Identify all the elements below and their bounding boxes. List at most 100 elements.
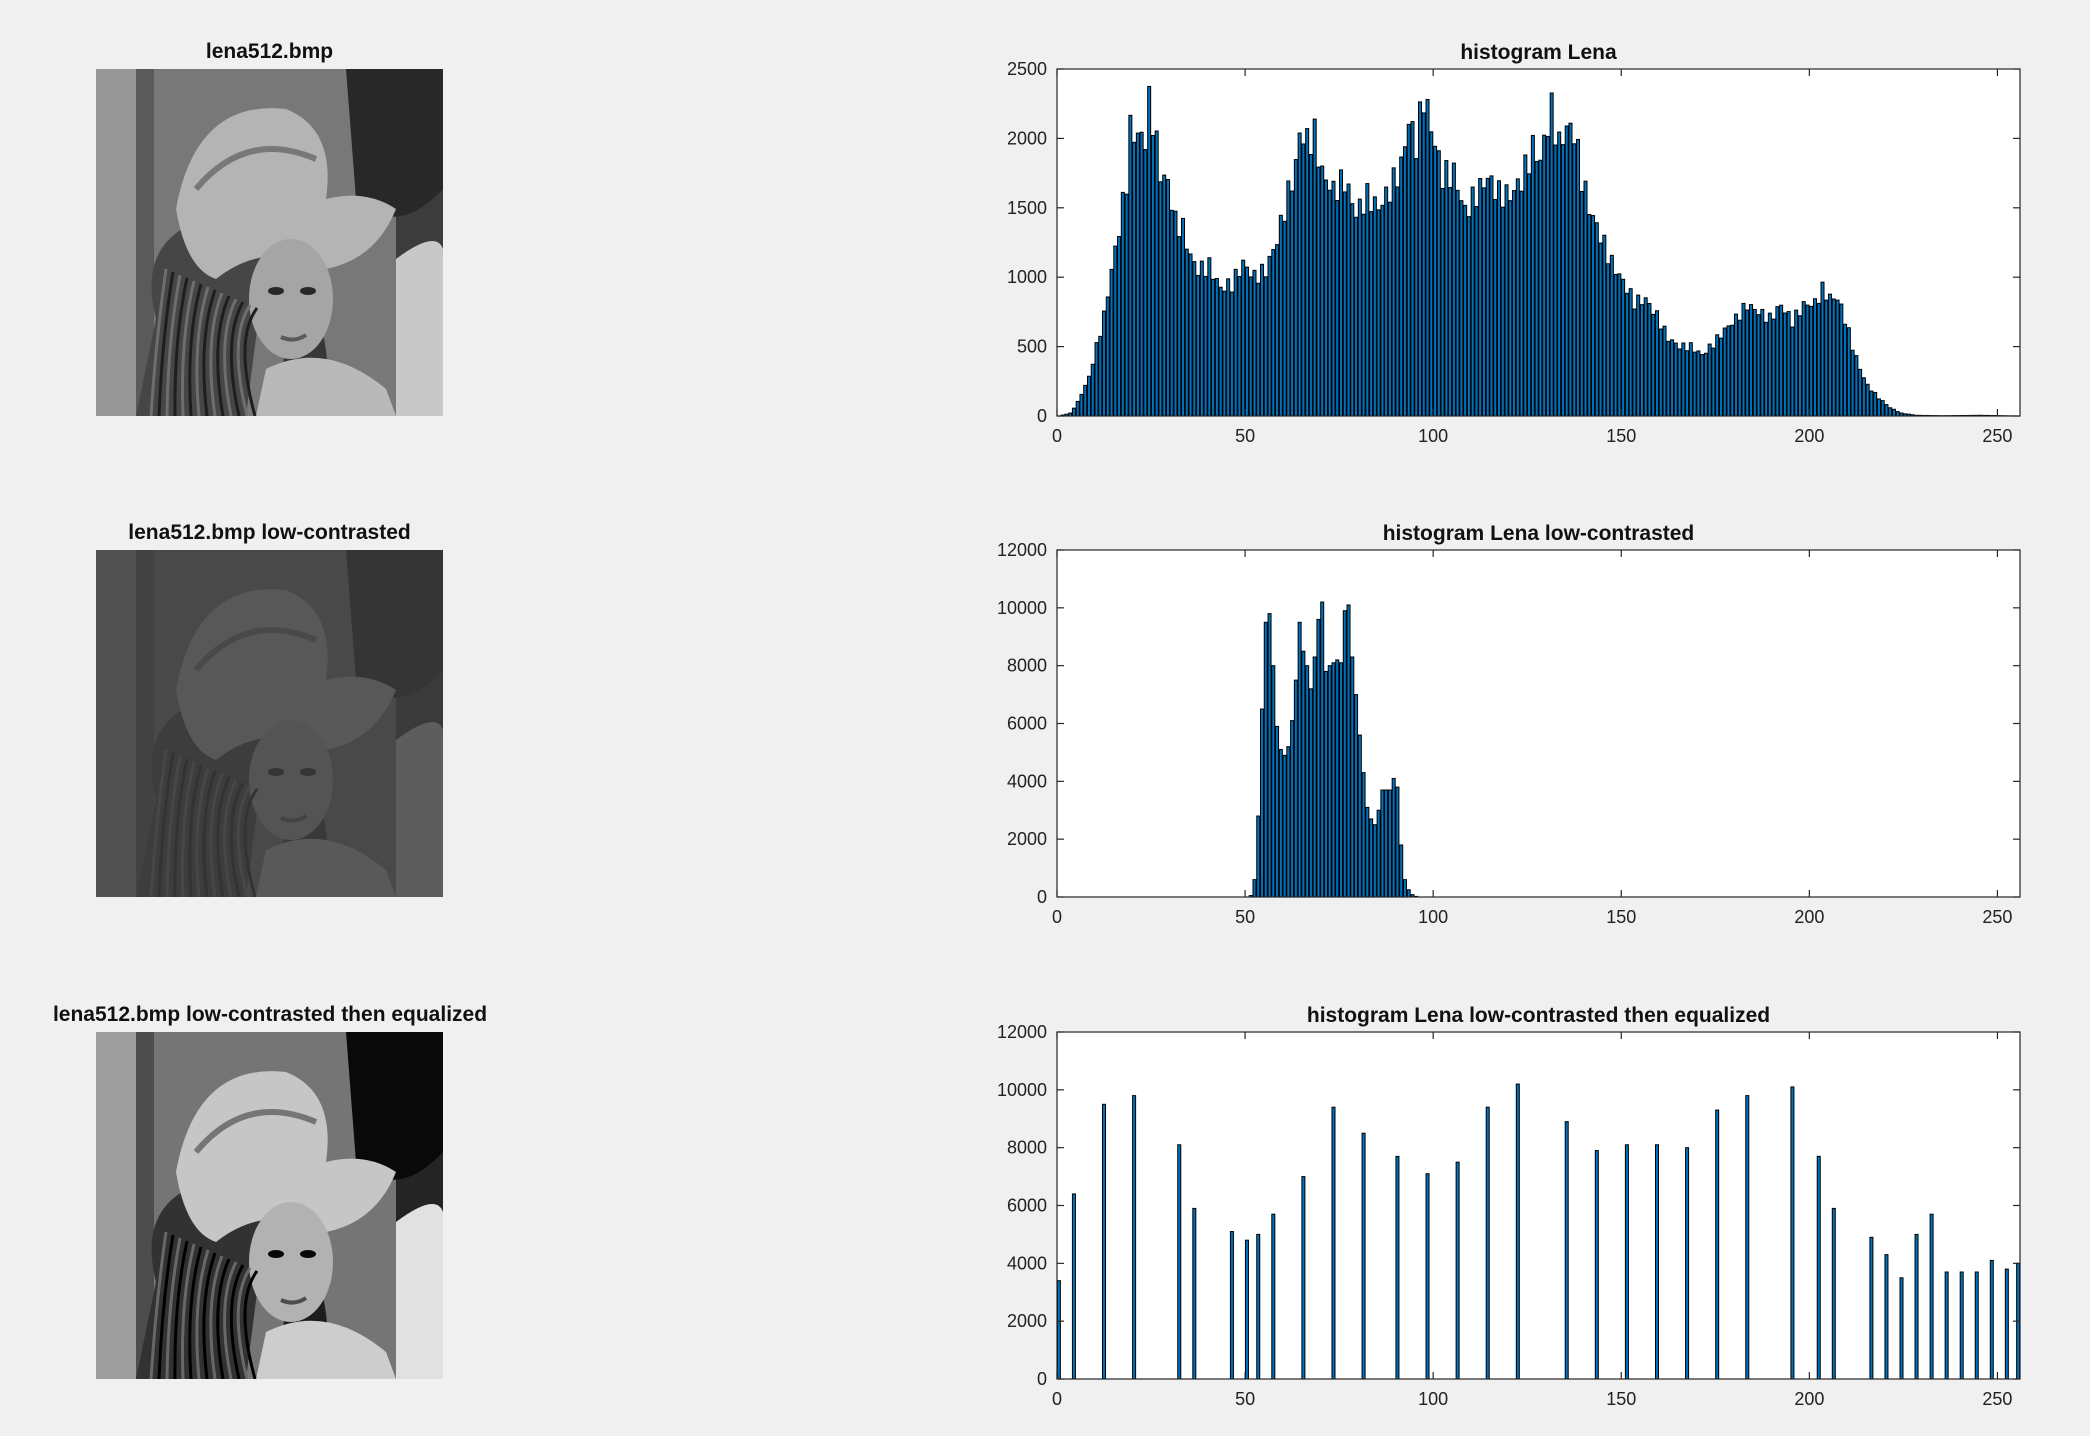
histogram-bar	[1658, 328, 1663, 417]
histogram-bar	[1621, 278, 1626, 417]
histogram-bar	[1331, 180, 1336, 417]
histogram-bar	[1711, 347, 1716, 417]
y-tick-label: 0	[1037, 1369, 1047, 1389]
histogram-bar	[1496, 180, 1502, 417]
image-title-equalized: lena512.bmp low-contrasted then equalize…	[52, 1003, 488, 1026]
y-tick-label: 10000	[997, 1080, 1047, 1100]
histogram-bar	[1252, 269, 1257, 417]
histogram-bar	[1790, 1086, 1795, 1380]
histogram-bar	[1244, 1239, 1249, 1380]
histogram-bar	[1794, 309, 1799, 417]
histogram-bar	[1177, 236, 1182, 417]
histogram-bar	[1320, 165, 1325, 417]
histogram-bar	[1594, 222, 1599, 417]
histogram-bar	[1628, 288, 1633, 417]
histogram-bar	[1165, 178, 1170, 417]
histogram-bar	[1899, 1277, 1904, 1380]
histogram-bar	[1478, 178, 1483, 417]
histogram-bar	[1752, 309, 1757, 417]
x-tick-label: 200	[1794, 1389, 1824, 1409]
histogram-bar	[1500, 206, 1505, 417]
histogram-bar	[1888, 407, 1893, 417]
histogram-bar	[1399, 156, 1404, 417]
histogram-bar	[1816, 302, 1821, 417]
histogram-bar	[1256, 282, 1261, 417]
histogram-bar	[1493, 199, 1498, 417]
lena-shapes	[96, 69, 443, 416]
histogram-bar	[1429, 131, 1434, 417]
histogram-bar	[1959, 1271, 1964, 1380]
histogram-bar	[1782, 312, 1787, 417]
histogram-bar	[1876, 398, 1881, 417]
histogram-bar	[1685, 350, 1690, 417]
histogram-bar	[1229, 1231, 1234, 1380]
y-tick-label: 12000	[997, 540, 1047, 560]
histogram-bar	[1354, 216, 1359, 417]
histogram-bar	[1346, 183, 1351, 417]
histogram-bar	[1339, 169, 1344, 417]
histogram-bar	[1549, 92, 1554, 417]
histogram-bar	[1538, 159, 1543, 417]
histogram-bar	[1624, 292, 1629, 417]
histogram-bar	[1583, 180, 1588, 417]
histogram-bar	[1278, 214, 1283, 417]
histogram-bar	[1914, 1233, 1919, 1380]
histogram-bar	[1636, 294, 1641, 417]
histogram-bar	[1357, 734, 1362, 898]
histogram-bar	[1771, 318, 1776, 417]
histogram-bar	[1527, 173, 1532, 417]
y-tick-label: 6000	[1007, 714, 1047, 734]
histogram-bar	[1749, 304, 1754, 417]
x-tick-label: 50	[1235, 1389, 1255, 1409]
histogram-bar	[1090, 363, 1095, 417]
histogram-bar	[1275, 244, 1280, 417]
histogram-bar	[1282, 754, 1287, 898]
histogram-bar	[1651, 313, 1656, 417]
y-tick-label: 2000	[1007, 829, 1047, 849]
histogram-bar	[1790, 326, 1795, 417]
histogram-bar	[1248, 276, 1253, 417]
histogram-bar	[1466, 216, 1471, 417]
histogram-bar	[1305, 665, 1310, 898]
histogram-bar	[1545, 135, 1550, 417]
y-tick-label: 500	[1017, 337, 1047, 357]
histogram-bar	[1542, 134, 1547, 417]
histogram-bar	[1271, 665, 1276, 898]
image-title-original: lena512.bmp	[205, 40, 334, 63]
image-title-low-contrast: lena512.bmp low-contrasted	[128, 521, 411, 544]
histogram-bar	[1211, 278, 1216, 417]
histogram-bar	[1275, 725, 1280, 898]
histogram-bar	[1436, 150, 1441, 417]
histogram-bar	[1387, 201, 1392, 417]
plot-area	[1057, 550, 2020, 897]
histogram-bar	[1568, 122, 1573, 417]
lena-image-low-contrast-graphic	[96, 550, 443, 897]
histogram-bar	[1707, 343, 1712, 417]
histogram-bar	[1591, 215, 1596, 417]
histogram-bar	[1361, 1132, 1366, 1380]
histogram-bar	[1617, 273, 1622, 417]
x-tick-label: 0	[1052, 1389, 1062, 1409]
histogram-bar	[1083, 384, 1088, 417]
histogram-bar	[1357, 198, 1362, 417]
histogram-bar	[1944, 1271, 1949, 1380]
histogram-bar	[1150, 134, 1155, 417]
histogram-bar	[1135, 132, 1140, 417]
x-tick-label: 100	[1418, 907, 1448, 927]
x-tick-label: 100	[1418, 426, 1448, 446]
histogram-bar	[1666, 340, 1671, 417]
histogram-bar	[1316, 166, 1321, 417]
histogram-bar	[1455, 1161, 1460, 1380]
histogram-bar	[1843, 323, 1848, 417]
histogram-bar	[1564, 1121, 1569, 1380]
histogram-bar	[1884, 404, 1889, 417]
y-tick-label: 2000	[1007, 1311, 1047, 1331]
histogram-bar	[1448, 187, 1453, 417]
histogram-bar	[1286, 180, 1291, 417]
histogram-bar	[1354, 694, 1359, 898]
histogram-bar	[1327, 189, 1332, 417]
bars	[1060, 85, 2017, 417]
histogram-bar	[1824, 299, 1829, 417]
histogram-bar	[1308, 154, 1313, 417]
histogram-bar	[1128, 114, 1133, 417]
